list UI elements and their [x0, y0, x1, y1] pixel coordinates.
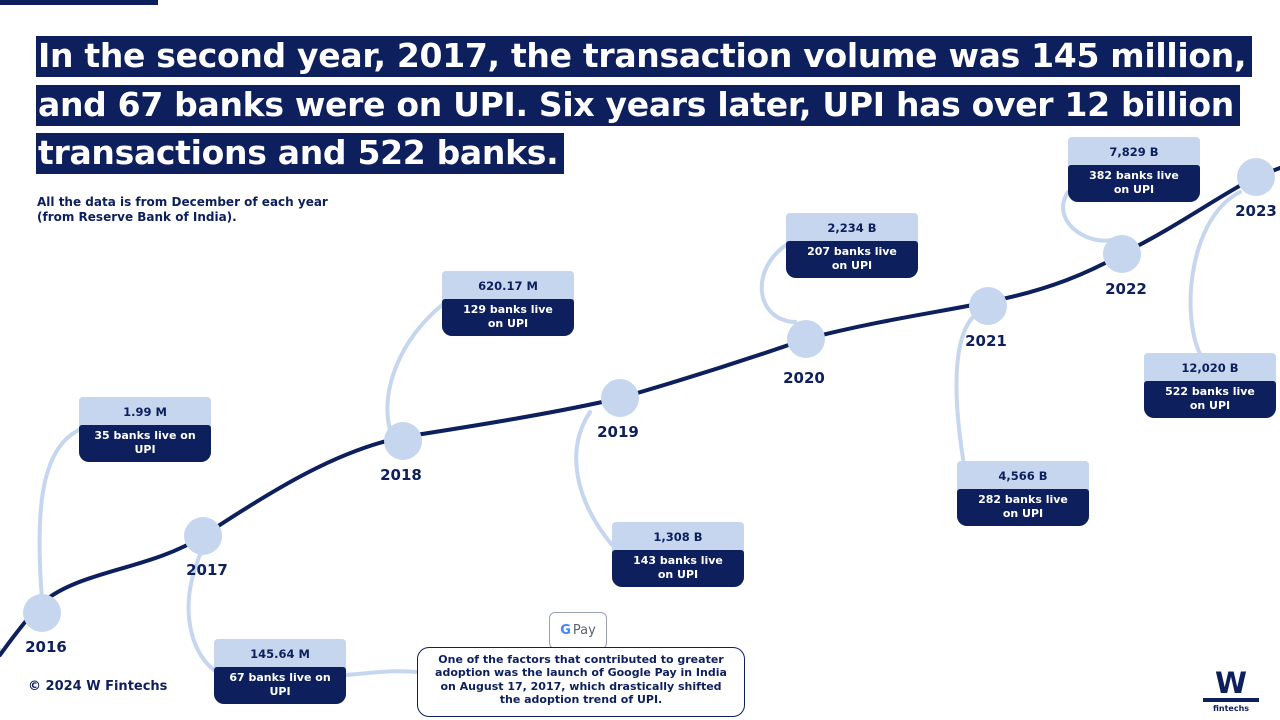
connector-line [1061, 190, 1114, 243]
banks-live-label: 522 banks live on UPI [1144, 381, 1276, 418]
headline: In the second year, 2017, the transactio… [36, 32, 1253, 178]
connector-line [574, 410, 614, 547]
data-card: 12,020 B 522 banks live on UPI [1144, 353, 1276, 418]
year-marker [1237, 158, 1275, 196]
banks-live-label: 67 banks live on UPI [214, 667, 346, 704]
year-label: 2022 [1105, 280, 1147, 298]
data-card: 620.17 M 129 banks live on UPI [442, 271, 574, 336]
data-card: 2,234 B 207 banks live on UPI [786, 213, 918, 278]
year-label: 2016 [25, 638, 67, 656]
year-label: 2023 [1235, 202, 1277, 220]
data-card: 7,829 B 382 banks live on UPI [1068, 137, 1200, 202]
banks-live-label: 282 banks live on UPI [957, 489, 1089, 526]
year-marker [601, 379, 639, 417]
data-card: 1.99 M 35 banks live on UPI [79, 397, 211, 462]
logo-text: fintechs [1212, 704, 1250, 713]
year-marker [787, 320, 825, 358]
banks-live-label: 35 banks live on UPI [79, 425, 211, 462]
connector-line [1188, 190, 1242, 364]
year-marker [969, 287, 1007, 325]
google-g-icon: G [560, 623, 571, 638]
year-marker [23, 594, 61, 632]
banks-live-label: 143 banks live on UPI [612, 550, 744, 587]
google-pay-note: One of the factors that contributed to g… [417, 647, 745, 717]
connector-line [186, 546, 216, 672]
data-source-note: All the data is from December of each ye… [37, 195, 328, 224]
banks-live-label: 129 banks live on UPI [442, 299, 574, 336]
year-label: 2020 [783, 369, 825, 387]
data-card: 145.64 M 67 banks live on UPI [214, 639, 346, 704]
connector-line [385, 303, 444, 432]
banks-live-label: 207 banks live on UPI [786, 241, 918, 278]
w-fintechs-logo: W fintechs [1203, 668, 1259, 713]
year-markers: 2016 2017 2018 2019 2020 2021 2022 2023 [23, 158, 1277, 656]
banks-live-label: 382 banks live on UPI [1068, 165, 1200, 202]
year-label: 2019 [597, 423, 639, 441]
copyright: © 2024 W Fintechs [28, 679, 168, 694]
year-label: 2018 [380, 466, 422, 484]
data-card: 4,566 B 282 banks live on UPI [957, 461, 1089, 526]
top-accent-bar [0, 0, 158, 5]
year-label: 2017 [186, 561, 228, 579]
google-pay-label: Pay [572, 623, 596, 638]
connector-line [759, 243, 797, 324]
year-marker [1103, 235, 1141, 273]
year-marker [384, 422, 422, 460]
connector-line [37, 428, 81, 602]
year-label: 2021 [965, 332, 1007, 350]
connector-lines [0, 190, 1242, 677]
google-pay-badge: G Pay [549, 612, 607, 649]
logo-mark: W [1203, 668, 1259, 702]
data-card: 1,308 B 143 banks live on UPI [612, 522, 744, 587]
connector-line [344, 669, 419, 677]
year-marker [184, 517, 222, 555]
